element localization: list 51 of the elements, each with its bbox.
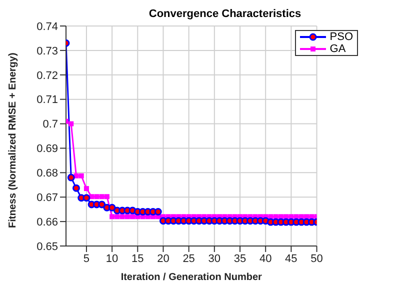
y-tick-label: 0.68 (36, 168, 58, 180)
point (309, 214, 314, 220)
x-tick-label: 10 (106, 252, 118, 265)
x-tick-label: 45 (285, 252, 298, 265)
x-tick-label: 15 (132, 252, 144, 265)
point (294, 214, 299, 220)
point (154, 208, 162, 216)
x-tick-label: 5 (83, 252, 90, 265)
point (110, 214, 115, 220)
point (273, 214, 278, 220)
point (108, 204, 116, 212)
point (278, 214, 284, 220)
y-tick-label: 0.66 (36, 216, 58, 228)
legend-label: GA (330, 43, 346, 55)
y-axis-title: Fitness (Normalized RMSE + Energy) (8, 52, 19, 228)
x-tick-label: 20 (157, 252, 170, 265)
legend-label: PSO (330, 31, 353, 43)
y-tick-label: 0.7 (42, 118, 58, 131)
x-tick-label: 25 (182, 252, 195, 265)
point (94, 194, 100, 200)
x-tick-label: 50 (310, 252, 323, 265)
point (84, 186, 89, 192)
chart-title: Convergence Characteristics (148, 8, 302, 20)
x-axis-title: Iteration / Generation Number (120, 272, 262, 283)
point (98, 200, 106, 208)
y-tick-label: 0.74 (36, 20, 58, 33)
point (114, 214, 120, 220)
point (82, 194, 90, 202)
point (104, 194, 110, 200)
y-tick-label: 0.65 (36, 240, 58, 253)
point (67, 174, 75, 182)
point (284, 214, 289, 220)
y-tick-label: 0.67 (36, 192, 58, 204)
point (288, 214, 294, 220)
point (120, 214, 125, 220)
x-tick-label: 40 (259, 252, 272, 265)
x-tick-label: 30 (208, 252, 221, 265)
y-tick-label: 0.71 (36, 94, 58, 106)
y-tick-label: 0.72 (36, 70, 58, 82)
point (298, 214, 304, 220)
point (304, 214, 310, 220)
point (130, 214, 136, 220)
point (68, 121, 74, 126)
point (72, 184, 80, 192)
x-tick-label: 35 (234, 252, 246, 265)
point (99, 194, 104, 200)
point (268, 214, 274, 220)
y-tick-label: 0.73 (36, 45, 58, 58)
point (124, 214, 130, 220)
y-tick-label: 0.69 (36, 143, 58, 156)
point (78, 173, 84, 178)
